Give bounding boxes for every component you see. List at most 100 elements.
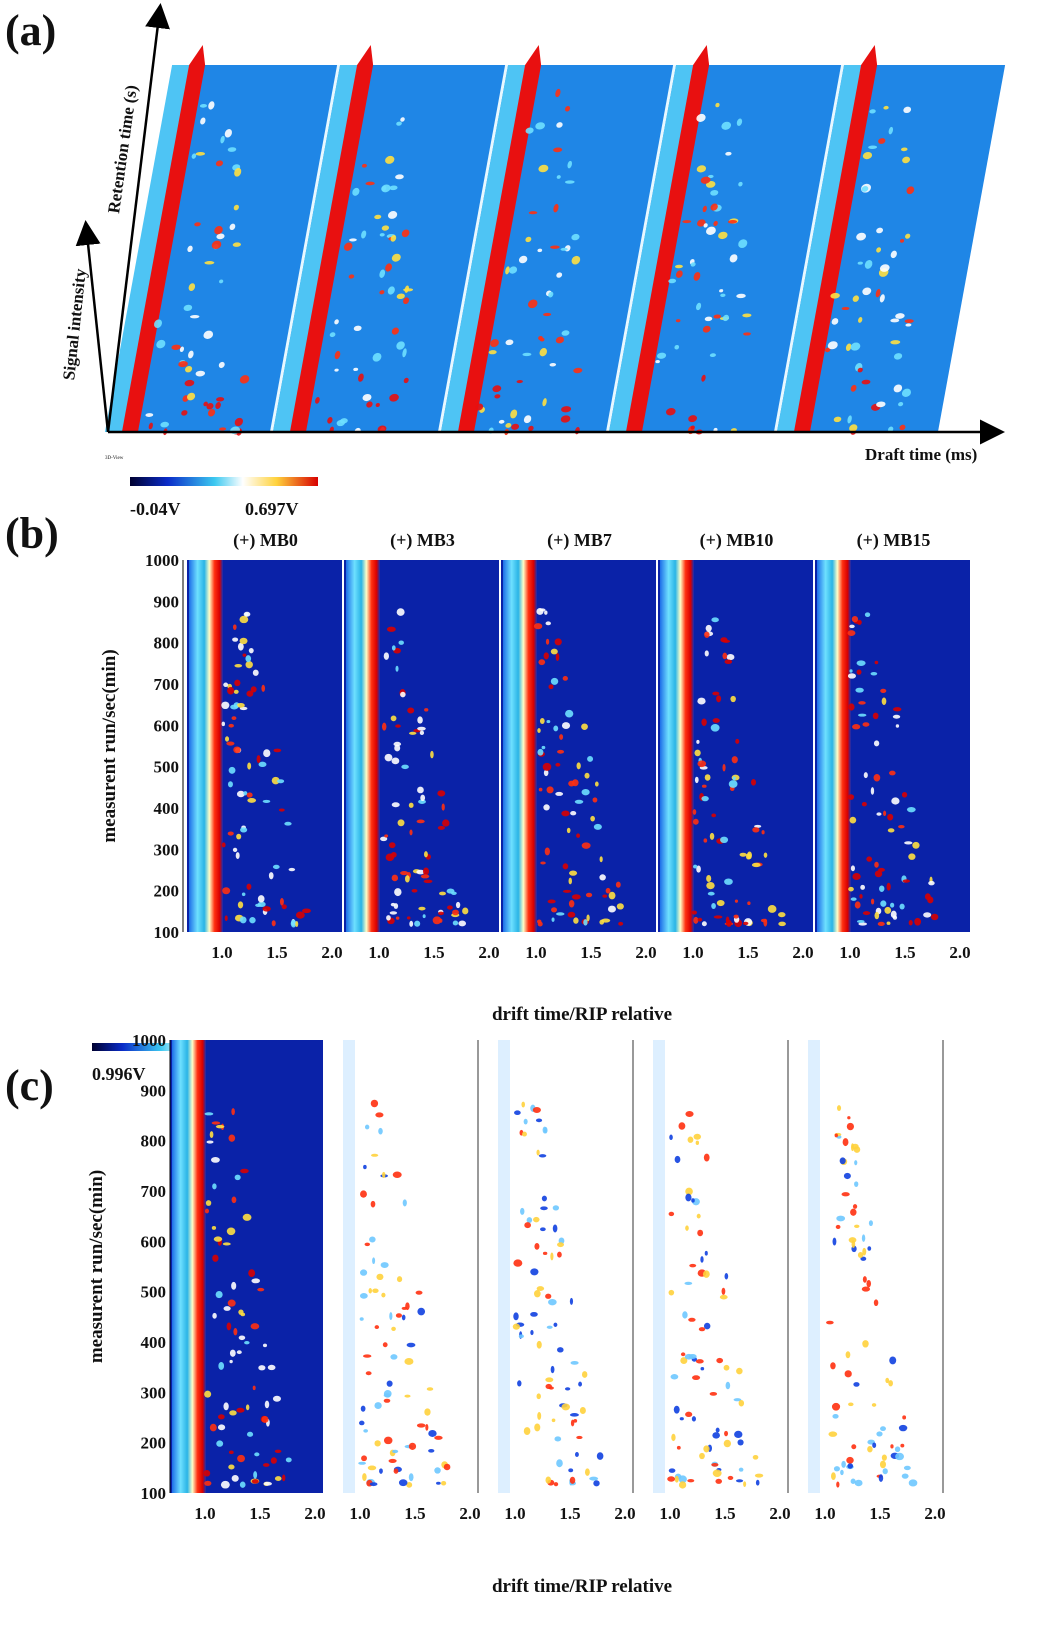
peak-spot (854, 1224, 860, 1228)
rip-band (272, 65, 363, 432)
peak-spot (282, 1474, 286, 1482)
peak-spot (892, 915, 898, 920)
peak-spot (256, 755, 261, 764)
peak-spot (185, 365, 193, 373)
panels: (a) Retention time (s) Signal intensity Dra… (5, 3, 1006, 1597)
peak-spot (878, 138, 886, 144)
peak-spot (873, 740, 880, 747)
peak-spot (233, 746, 241, 754)
peak-spot (738, 181, 743, 187)
peak-spot (685, 1187, 693, 1196)
peak-spot (555, 762, 561, 767)
peak-spot (742, 921, 749, 926)
peak-spot (701, 784, 707, 788)
peak-spot (369, 1236, 376, 1243)
peak-spot (856, 669, 862, 675)
peak-spot (232, 242, 242, 247)
peak-spot (188, 283, 196, 291)
peak-spot (246, 1431, 254, 1437)
peak-spot (851, 1143, 859, 1150)
peak-spot (668, 278, 677, 284)
peak-spot (690, 262, 696, 267)
peak-spot (387, 286, 395, 295)
peak-spot (608, 891, 616, 900)
peak-spot (249, 917, 256, 924)
peak-spot (241, 892, 246, 897)
peak-spot (890, 340, 901, 345)
peak-spot (863, 772, 868, 779)
peak-spot (747, 851, 752, 860)
peak-spot (831, 318, 839, 325)
peak-spot (389, 393, 399, 402)
peak-spot (874, 870, 883, 878)
peak-spot (890, 902, 895, 908)
peak-spot (248, 1269, 256, 1277)
x-tick-label: 1.0 (194, 1504, 215, 1523)
peak-spot (514, 1110, 521, 1116)
sample-title: (+) MB7 (547, 530, 612, 551)
peak-spot (236, 833, 242, 840)
peak-spot (556, 1459, 563, 1468)
peak-spot (387, 211, 398, 219)
peak-spot (571, 233, 580, 241)
peak-spot (675, 270, 683, 278)
peak-spot (388, 842, 396, 849)
peak-spot (872, 1442, 877, 1448)
peak-spot (375, 1112, 384, 1118)
peak-spot (361, 163, 367, 168)
peak-spot (252, 669, 259, 676)
x-tick-label: 1.0 (814, 1504, 835, 1523)
peak-spot (886, 921, 891, 925)
peak-spot (830, 1362, 836, 1370)
peak-spot (279, 898, 284, 906)
peak-spot (512, 1323, 520, 1330)
peak-spot (860, 884, 865, 890)
peak-spot (391, 1326, 396, 1331)
peak-spot (243, 611, 251, 617)
peak-spot (697, 219, 706, 227)
peak-spot (215, 1291, 223, 1299)
peak-spot (690, 425, 695, 430)
peak-spot (694, 776, 699, 784)
peak-spot (862, 1276, 867, 1283)
peak-spot (901, 791, 908, 798)
x-tick-label: 1.5 (737, 943, 758, 962)
peak-spot (881, 697, 887, 706)
peak-spot (852, 724, 861, 730)
peak-spot (574, 1452, 579, 1457)
peak-spot (234, 417, 243, 427)
peak-spot (381, 722, 387, 731)
peak-spot (713, 220, 718, 227)
peak-spot (901, 1473, 909, 1479)
peak-spot (374, 1440, 381, 1447)
peak-spot (868, 145, 878, 149)
peak-spot (852, 295, 859, 302)
peak-spot (892, 714, 901, 719)
peak-spot (511, 423, 520, 430)
peak-spot (570, 1360, 579, 1365)
peak-spot (271, 776, 280, 785)
peak-spot (271, 920, 276, 927)
peak-spot (930, 913, 939, 921)
peak-spot (718, 231, 728, 240)
peak-spot (682, 220, 692, 224)
view-label: 3D-View (105, 456, 124, 461)
rip-peak (457, 65, 542, 432)
peak-spot (334, 319, 339, 325)
y-tick-label: 300 (141, 1383, 167, 1402)
rip-region (660, 560, 694, 932)
peak-spot (329, 332, 336, 338)
peak-spot (362, 1473, 367, 1481)
x-tick-label: 1.0 (368, 943, 389, 962)
peak-spot (713, 915, 723, 919)
peak-spot (905, 323, 912, 327)
peak-spot (668, 1289, 675, 1296)
x-tick-label: 1.5 (894, 943, 915, 962)
peak-spot (406, 1481, 413, 1488)
peak-spot (888, 126, 894, 135)
peak-spot (883, 105, 889, 110)
peak-spot (901, 388, 912, 397)
peak-spot (548, 1298, 557, 1306)
peak-spot (688, 415, 697, 423)
peak-spot (398, 1479, 408, 1487)
